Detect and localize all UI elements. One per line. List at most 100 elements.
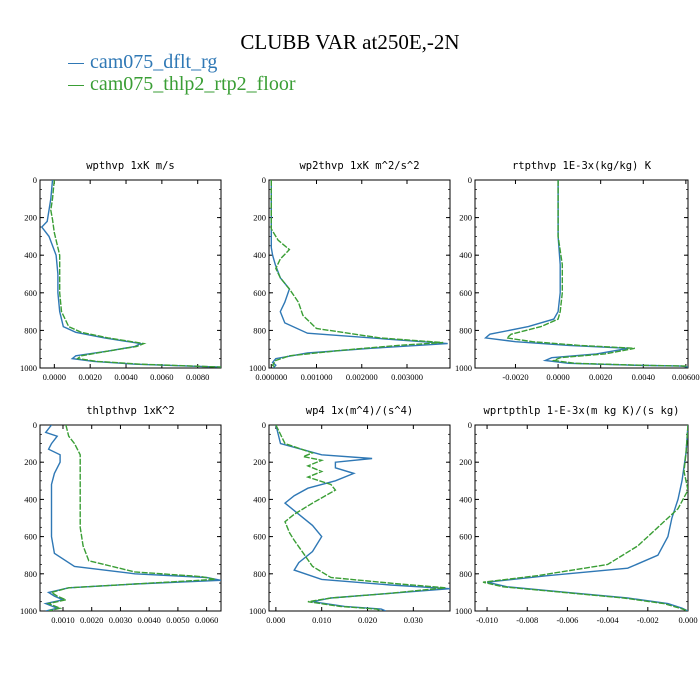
x-tick-label: -0.004 — [597, 615, 620, 625]
x-tick-label: 0.000000 — [255, 372, 287, 382]
panel-title: rtpthvp 1E-3x(kg/kg) K — [512, 160, 652, 172]
x-tick-label: 0.0000 — [546, 372, 569, 382]
y-tick-label: 200 — [253, 457, 266, 467]
y-tick-label: 200 — [253, 213, 266, 223]
y-tick-label: 800 — [253, 325, 266, 335]
y-tick-label: 200 — [24, 457, 37, 467]
x-tick-label: 0.0060 — [150, 372, 173, 382]
series-line-dflt — [486, 425, 688, 611]
y-tick-label: 600 — [253, 288, 266, 298]
y-tick-label: 1000 — [455, 363, 472, 373]
x-tick-label: 0.0010 — [51, 615, 74, 625]
y-tick-label: 600 — [459, 532, 472, 542]
panel-frame — [474, 179, 689, 369]
y-tick-label: 200 — [24, 213, 37, 223]
y-tick-label: 200 — [459, 213, 472, 223]
legend-label-dflt: cam075_dflt_rg — [90, 51, 218, 73]
legend-item-dflt: cam075_dflt_rg — [68, 51, 296, 73]
figure-title: CLUBB VAR at250E,-2N — [240, 30, 460, 54]
x-tick-label: 0.0000 — [43, 372, 66, 382]
legend: cam075_dflt_rg cam075_thlp2_rtp2_floor — [68, 51, 296, 95]
x-tick-label: 0.010 — [312, 615, 331, 625]
y-tick-label: 200 — [459, 457, 472, 467]
series-line-floor — [46, 425, 216, 611]
series-line-dflt — [275, 425, 450, 611]
legend-item-floor: cam075_thlp2_rtp2_floor — [68, 73, 296, 95]
panel-title: wprtpthlp 1-E-3x(m kg K)/(s kg) — [484, 405, 680, 417]
panel-3: rtpthvp 1E-3x(kg/kg) K 0 200 400 600 800 1000 -… — [455, 160, 700, 382]
series-line-floor — [270, 180, 444, 368]
x-tick-label: 0.0020 — [589, 372, 612, 382]
y-tick-label: 400 — [253, 250, 266, 260]
y-tick-label: 400 — [459, 494, 472, 504]
panel-title: wp2thvp 1xK m^2/s^2 — [299, 160, 419, 172]
x-tick-label: 0.0030 — [109, 615, 132, 625]
x-tick-label: 0.0020 — [78, 372, 101, 382]
legend-label-floor: cam075_thlp2_rtp2_floor — [90, 73, 296, 95]
x-tick-label: 0.0060 — [195, 615, 218, 625]
panel-frame — [39, 179, 222, 369]
series-line-dflt — [43, 425, 221, 611]
y-tick-label: 800 — [24, 325, 37, 335]
x-tick-label: 0.000 — [266, 615, 285, 625]
y-tick-label: 800 — [459, 325, 472, 335]
y-tick-label: 1000 — [249, 363, 266, 373]
y-tick-label: 600 — [24, 288, 37, 298]
series-line-dflt — [270, 180, 448, 368]
y-tick-label: 600 — [253, 532, 266, 542]
panel-6: wprtpthlp 1-E-3x(m kg K)/(s kg) 0 200 400 60… — [455, 405, 698, 625]
panel-title: wp4 1x(m^4)/(s^4) — [306, 405, 413, 417]
x-tick-label: 0.020 — [358, 615, 377, 625]
x-tick-label: 0.0080 — [186, 372, 209, 382]
x-tick-label: -0.002 — [637, 615, 659, 625]
series-line-dflt — [483, 180, 688, 368]
y-tick-label: 800 — [459, 569, 472, 579]
x-tick-label: -0.008 — [516, 615, 538, 625]
y-tick-label: 600 — [459, 288, 472, 298]
x-tick-label: 0.001000 — [301, 372, 333, 382]
series-line-floor — [275, 425, 446, 611]
y-tick-label: 0 — [468, 420, 472, 430]
legend-swatch-floor — [68, 84, 84, 86]
x-tick-label: -0.010 — [476, 615, 498, 625]
x-tick-label: -0.006 — [556, 615, 578, 625]
y-tick-label: 1000 — [20, 363, 37, 373]
x-tick-label: 0.0020 — [80, 615, 103, 625]
y-tick-label: 400 — [253, 494, 266, 504]
y-tick-label: 0 — [33, 175, 37, 185]
x-tick-label: 0.030 — [404, 615, 423, 625]
series-line-dflt — [40, 180, 221, 368]
y-tick-label: 400 — [24, 250, 37, 260]
y-tick-label: 0 — [262, 420, 266, 430]
panel-4: thlpthvp 1xK^2 0 200 400 600 800 1000 0.0010 0.0… — [20, 405, 222, 625]
panel-2: wp2thvp 1xK m^2/s^2020040060080010000.00… — [249, 160, 451, 382]
y-tick-label: 0 — [262, 175, 266, 185]
x-tick-label: 0.000 — [678, 615, 697, 625]
panel-frame — [39, 424, 222, 612]
legend-swatch-dflt — [68, 62, 84, 64]
y-tick-label: 1000 — [249, 606, 266, 616]
x-tick-label: 0.0050 — [166, 615, 189, 625]
series-line-floor — [50, 180, 221, 368]
panel-title: thlpthvp 1xK^2 — [86, 405, 175, 417]
panel-frame — [474, 424, 689, 612]
y-tick-label: 1000 — [455, 606, 472, 616]
x-tick-label: 0.0040 — [114, 372, 137, 382]
y-tick-label: 800 — [253, 569, 266, 579]
x-tick-label: 0.0040 — [632, 372, 655, 382]
series-line-floor — [505, 180, 688, 368]
y-tick-label: 400 — [459, 250, 472, 260]
y-tick-label: 0 — [33, 420, 37, 430]
panel-1: wpthvp 1xK m/s 0 200 400 600 800 1000 0.0000 0.0… — [20, 160, 222, 382]
y-tick-label: 600 — [24, 532, 37, 542]
y-tick-label: 0 — [468, 175, 472, 185]
x-tick-label: 0.0040 — [137, 615, 160, 625]
y-tick-label: 800 — [24, 569, 37, 579]
x-tick-label: 0.00600 — [672, 372, 700, 382]
x-tick-label: 0.002000 — [346, 372, 378, 382]
y-tick-label: 1000 — [20, 606, 37, 616]
y-tick-label: 400 — [24, 494, 37, 504]
x-tick-label: -0.0020 — [502, 372, 528, 382]
